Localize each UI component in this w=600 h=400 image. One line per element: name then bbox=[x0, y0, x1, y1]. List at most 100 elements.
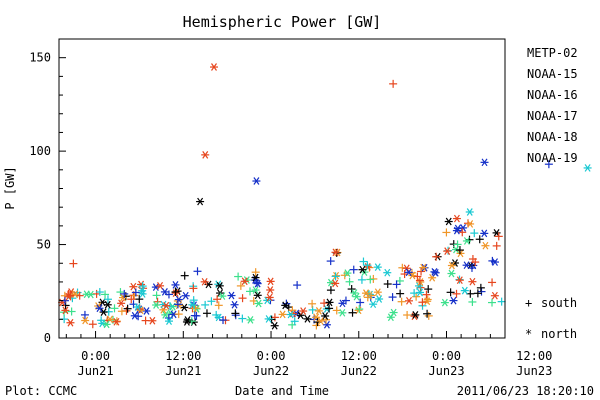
data-point-south bbox=[494, 232, 503, 241]
data-point-north bbox=[408, 271, 417, 280]
x-tick-date: Jun21 bbox=[165, 364, 201, 378]
data-point-north bbox=[350, 289, 359, 297]
data-point-north bbox=[321, 312, 330, 320]
legend-entry: NOAA-15 bbox=[527, 67, 578, 81]
data-point-north bbox=[358, 265, 367, 274]
data-point-north bbox=[447, 261, 456, 270]
data-point-south bbox=[366, 275, 375, 284]
data-point-north bbox=[322, 320, 331, 329]
data-point-north bbox=[129, 282, 138, 291]
data-point-north bbox=[95, 304, 104, 313]
legend-entry: NOAA-18 bbox=[527, 130, 578, 144]
data-point-south bbox=[202, 309, 211, 318]
data-point-south bbox=[355, 305, 364, 314]
data-point-north bbox=[253, 291, 262, 300]
legend-entry: NOAA-17 bbox=[527, 109, 578, 123]
data-point-south bbox=[69, 259, 78, 268]
data-point-north bbox=[137, 280, 146, 289]
data-point-north bbox=[314, 307, 323, 315]
data-point-north bbox=[210, 63, 219, 71]
data-point-north bbox=[188, 300, 197, 309]
data-point-south bbox=[473, 289, 482, 298]
data-point-south bbox=[131, 288, 140, 297]
data-point-south bbox=[103, 295, 112, 304]
data-point-south bbox=[214, 301, 223, 310]
data-point-south bbox=[320, 299, 329, 308]
data-point-south bbox=[192, 311, 201, 320]
data-point-south bbox=[180, 271, 189, 280]
x-axis: 0:00Jun2112:00Jun210:00Jun2212:00Jun220:… bbox=[65, 331, 552, 378]
data-point-south bbox=[88, 320, 97, 329]
data-point-south bbox=[236, 281, 245, 290]
data-point-south bbox=[458, 228, 467, 237]
data-point-south bbox=[422, 290, 431, 299]
data-point-north bbox=[373, 288, 382, 297]
data-point-south bbox=[238, 314, 247, 323]
data-points bbox=[58, 63, 592, 330]
chart-title: Hemispheric Power [GW] bbox=[183, 13, 382, 31]
data-point-north bbox=[182, 318, 191, 326]
data-point-south bbox=[492, 241, 501, 250]
data-point-south bbox=[347, 285, 356, 294]
data-point-south bbox=[395, 276, 404, 285]
data-point-south bbox=[412, 292, 421, 301]
data-point-south bbox=[356, 298, 365, 307]
data-point-south bbox=[488, 278, 497, 287]
data-point-south bbox=[432, 252, 441, 261]
data-point-south bbox=[544, 160, 553, 169]
data-point-north bbox=[481, 241, 490, 250]
x-tick-time: 12:00 bbox=[165, 349, 201, 363]
data-point-south bbox=[467, 263, 476, 272]
data-point-south bbox=[152, 291, 161, 300]
data-point-south bbox=[231, 309, 240, 318]
x-tick-date: Jun23 bbox=[428, 364, 464, 378]
data-point-south bbox=[396, 289, 405, 298]
data-point-north bbox=[230, 300, 239, 309]
data-point-north bbox=[362, 289, 371, 298]
data-point-north bbox=[246, 316, 255, 324]
data-point-south bbox=[413, 272, 422, 281]
x-tick-date: Jun22 bbox=[341, 364, 377, 378]
data-point-south bbox=[424, 285, 433, 294]
data-point-north bbox=[165, 317, 174, 325]
data-point-north bbox=[252, 177, 261, 185]
legend-entry: NOAA-19 bbox=[527, 151, 578, 165]
data-point-south bbox=[417, 267, 426, 276]
data-point-north bbox=[431, 268, 440, 277]
data-point-south bbox=[66, 291, 75, 300]
data-point-north bbox=[583, 164, 592, 172]
data-point-north bbox=[460, 286, 469, 295]
data-point-north bbox=[254, 299, 263, 308]
data-point-north bbox=[440, 298, 449, 307]
data-point-south bbox=[134, 312, 143, 321]
data-point-south bbox=[326, 257, 335, 266]
data-point-north bbox=[369, 300, 378, 309]
data-point-north bbox=[160, 288, 169, 296]
legend: METP-02 NOAA-15 NOAA-16 NOAA-17 NOAA-18 NOAA-… bbox=[527, 46, 578, 165]
data-point-south bbox=[359, 257, 368, 266]
data-point-south bbox=[238, 294, 247, 303]
data-point-south bbox=[245, 287, 254, 296]
data-point-north bbox=[174, 301, 183, 310]
data-point-north bbox=[354, 306, 363, 315]
data-point-south bbox=[219, 316, 228, 325]
data-point-south bbox=[442, 228, 451, 237]
data-point-north bbox=[331, 279, 340, 288]
data-point-north bbox=[215, 281, 224, 290]
data-point-north bbox=[133, 303, 142, 311]
data-point-north bbox=[152, 301, 161, 309]
data-point-north bbox=[447, 269, 456, 278]
data-point-north bbox=[102, 320, 111, 329]
data-point-north bbox=[386, 313, 395, 322]
data-point-north bbox=[452, 226, 461, 235]
data-point-north bbox=[156, 281, 165, 290]
data-point-north bbox=[148, 316, 157, 325]
data-point-south bbox=[403, 311, 412, 320]
data-point-north bbox=[200, 277, 209, 286]
data-point-south bbox=[465, 235, 474, 244]
data-point-north bbox=[266, 277, 275, 286]
data-point-south bbox=[138, 282, 147, 291]
data-point-north bbox=[270, 321, 279, 330]
data-point-south bbox=[389, 79, 398, 88]
x-axis-label: Date and Time bbox=[235, 384, 329, 398]
